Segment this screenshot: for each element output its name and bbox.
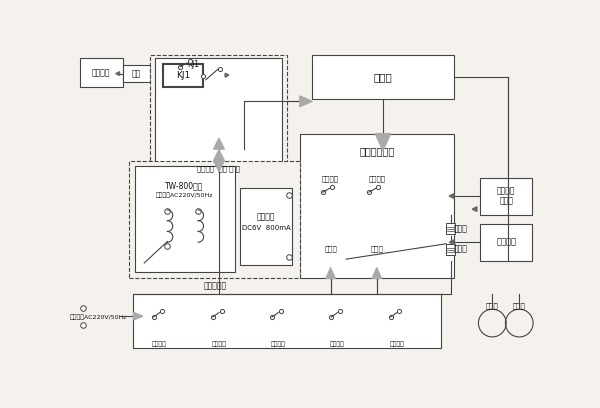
Text: 电源开关: 电源开关: [152, 342, 167, 348]
Text: 真空开关: 真空开关: [368, 175, 385, 182]
Polygon shape: [372, 268, 382, 278]
Bar: [129, 161, 300, 278]
Bar: [446, 244, 455, 255]
Text: 电磁阀: 电磁阀: [454, 224, 467, 233]
Bar: [80, 58, 123, 87]
Text: 电源输出: 电源输出: [257, 212, 275, 221]
Bar: [480, 224, 532, 261]
Bar: [149, 55, 287, 180]
Bar: [135, 166, 235, 272]
Text: 进气口: 进气口: [370, 246, 383, 253]
Bar: [446, 223, 455, 234]
Bar: [155, 58, 282, 172]
Text: 便携式真空泵: 便携式真空泵: [359, 146, 394, 156]
Text: TW-800系列: TW-800系列: [165, 182, 203, 191]
Text: 电磁阀: 电磁阀: [454, 245, 467, 254]
Text: 合算真空: 合算真空: [211, 342, 226, 348]
Bar: [300, 134, 454, 278]
Bar: [312, 55, 454, 99]
Polygon shape: [449, 194, 454, 198]
Polygon shape: [214, 150, 224, 161]
Polygon shape: [300, 96, 312, 107]
Polygon shape: [214, 161, 224, 171]
Bar: [163, 64, 203, 87]
Text: 输出: 输出: [132, 69, 141, 78]
Text: 吸腊开关: 吸腊开关: [330, 342, 345, 348]
Polygon shape: [449, 240, 454, 244]
Text: 电器开关: 电器开关: [322, 175, 339, 182]
Text: 进气口: 进气口: [486, 302, 499, 309]
Text: 静电拾盒: 静电拾盒: [92, 68, 110, 78]
Polygon shape: [225, 73, 229, 77]
Text: DC6V  800mA: DC6V 800mA: [242, 225, 290, 231]
Text: 电源变压器: 电源变压器: [203, 282, 227, 290]
Polygon shape: [214, 138, 224, 149]
Text: 排气口: 排气口: [513, 302, 526, 309]
Bar: [480, 177, 532, 215]
Bar: [133, 294, 442, 348]
Polygon shape: [375, 134, 391, 151]
Text: 高压静电
发生器: 高压静电 发生器: [497, 186, 515, 206]
Polygon shape: [116, 72, 119, 75]
Polygon shape: [326, 268, 335, 278]
Text: 电源输入AC220V/50Hz: 电源输入AC220V/50Hz: [155, 193, 213, 198]
Text: 控制模块  高压 输 出: 控制模块 高压 输 出: [197, 166, 241, 173]
Text: 静电拾盒: 静电拾盒: [496, 238, 516, 247]
Bar: [240, 188, 292, 264]
Text: 放气开关: 放气开关: [389, 342, 404, 348]
Text: 静电开关: 静电开关: [271, 342, 286, 348]
Text: 真空室: 真空室: [374, 72, 392, 82]
Text: 排气口: 排气口: [324, 246, 337, 253]
Text: KJ1: KJ1: [188, 60, 200, 69]
Bar: [123, 65, 151, 82]
Text: 电源输入AC220V/50Hz: 电源输入AC220V/50Hz: [70, 314, 127, 320]
Polygon shape: [133, 312, 143, 320]
Text: KJ1: KJ1: [176, 71, 190, 80]
Polygon shape: [472, 207, 477, 211]
